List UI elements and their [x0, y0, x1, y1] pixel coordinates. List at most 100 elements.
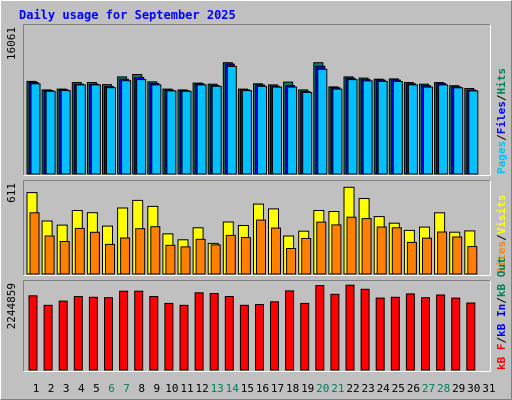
panel-hits-legend: Pages/Files/Hits — [495, 68, 508, 174]
bar-kb-f-day-22 — [345, 284, 355, 371]
bar-kb-f-day-2 — [43, 304, 53, 371]
bar-kb-f-day-27 — [421, 297, 430, 371]
bar-kb-f-day-25 — [390, 296, 400, 371]
legend-entry: Pages — [495, 141, 508, 174]
x-tick-label-day-18: 18 — [286, 382, 299, 395]
x-tick-label-day-10: 10 — [165, 382, 178, 395]
bar-kb-f-day-18 — [285, 290, 295, 371]
bar-sites-day-13 — [210, 244, 221, 275]
chart-panels: 16061Pages/Files/Hits611Sites/Visits2244… — [5, 24, 508, 372]
bar-pages-day-21 — [332, 88, 343, 175]
bar-sites-day-28 — [437, 231, 448, 275]
bar-kb-f-day-1 — [28, 295, 38, 371]
x-tick-label-day-30: 30 — [467, 382, 480, 395]
bar-pages-day-7 — [121, 80, 132, 175]
bar-pages-day-18 — [287, 86, 298, 175]
bar-kb-f-day-11 — [179, 304, 189, 371]
x-tick-label-day-23: 23 — [361, 382, 374, 395]
bar-pages-day-28 — [438, 84, 449, 175]
bar-pages-day-23 — [362, 80, 373, 175]
bar-kb-f-day-24 — [375, 297, 385, 371]
bar-kb-f-day-7 — [119, 290, 129, 371]
bar-pages-day-26 — [407, 84, 418, 175]
bar-sites-day-21 — [331, 224, 342, 275]
bar-kb-f-day-17 — [270, 301, 279, 371]
legend-entry: Visits — [495, 195, 508, 235]
bar-sites-day-20 — [316, 221, 327, 275]
bar-sites-day-7 — [120, 237, 131, 275]
x-tick-label-day-1: 1 — [33, 382, 40, 395]
legend-separator: / — [495, 94, 508, 101]
bar-pages-day-17 — [272, 86, 282, 175]
x-tick-label-day-21: 21 — [331, 382, 344, 395]
bar-pages-day-15 — [241, 90, 252, 175]
bar-sites-day-3 — [59, 241, 70, 275]
x-tick-label-day-27: 27 — [422, 382, 435, 395]
bar-pages-day-5 — [90, 84, 101, 175]
x-tick-label-day-9: 9 — [153, 382, 160, 395]
bar-sites-day-10 — [165, 244, 176, 275]
bar-pages-day-22 — [347, 79, 358, 175]
bar-sites-day-6 — [105, 243, 115, 275]
bar-sites-day-27 — [422, 237, 432, 275]
x-axis-day-labels: 1 2 3 4 5 6 7 8 9 10 11 12 13 14 15 16 17 18 19 20 21 22 23 24 2… — [33, 382, 496, 395]
x-tick-label-day-5: 5 — [93, 382, 100, 395]
panel-hits-max-label: 16061 — [5, 27, 18, 60]
bar-pages-day-1 — [30, 83, 41, 175]
panel-kbytes-max-label: 2244859 — [5, 283, 18, 329]
bar-sites-day-4 — [74, 227, 85, 275]
bar-sites-day-19 — [301, 238, 312, 275]
x-tick-label-day-19: 19 — [301, 382, 314, 395]
bar-pages-day-20 — [317, 68, 328, 175]
bar-kb-f-day-16 — [255, 304, 264, 371]
x-tick-label-day-4: 4 — [78, 382, 85, 395]
bar-kb-f-day-20 — [315, 285, 325, 371]
bar-sites-day-5 — [89, 231, 100, 275]
bar-sites-day-29 — [452, 236, 463, 275]
bar-kb-f-day-21 — [330, 293, 340, 371]
bar-kb-f-day-10 — [164, 302, 174, 371]
bar-pages-day-29 — [453, 87, 464, 175]
panel-visits-max-label: 611 — [5, 183, 18, 203]
legend-entry: kB Out — [495, 257, 508, 297]
bar-kb-f-day-12 — [194, 292, 204, 371]
bar-kb-f-day-4 — [73, 296, 83, 371]
bar-pages-day-2 — [45, 90, 56, 175]
bar-pages-day-30 — [468, 90, 479, 175]
x-tick-label-day-22: 22 — [346, 382, 359, 395]
legend-entry: Files — [495, 101, 508, 134]
bar-sites-day-8 — [135, 228, 146, 275]
bar-sites-day-17 — [271, 227, 281, 275]
bar-sites-day-18 — [286, 248, 297, 275]
bar-sites-day-11 — [180, 246, 191, 275]
bar-sites-day-16 — [256, 219, 266, 275]
bar-kb-f-day-15 — [239, 304, 249, 371]
x-tick-label-day-24: 24 — [377, 382, 391, 395]
bar-pages-day-4 — [75, 84, 86, 175]
legend-separator: / — [495, 297, 508, 304]
panel-kbytes-legend: kB F/kB In/kB Out — [495, 257, 508, 370]
bar-pages-day-19 — [302, 91, 313, 175]
x-tick-label-day-29: 29 — [452, 382, 465, 395]
bar-sites-day-9 — [150, 226, 161, 275]
bar-kb-f-day-29 — [451, 297, 461, 371]
bar-kb-f-day-19 — [300, 302, 310, 371]
bar-pages-day-14 — [226, 65, 237, 175]
panel-kbytes: 2244859 kB F/kB In/kB Out — [5, 257, 508, 372]
bar-pages-day-12 — [196, 84, 207, 175]
bar-pages-day-9 — [151, 84, 162, 175]
bar-kb-f-day-8 — [134, 290, 144, 371]
bar-kb-f-day-14 — [224, 296, 234, 371]
bar-sites-day-12 — [195, 238, 206, 275]
legend-separator: / — [495, 234, 508, 241]
legend-separator: / — [495, 337, 508, 344]
x-tick-label-day-16: 16 — [256, 382, 269, 395]
bar-kb-f-day-28 — [436, 294, 446, 371]
bar-sites-day-26 — [406, 241, 417, 275]
bar-pages-day-3 — [60, 90, 71, 175]
bar-sites-day-30 — [467, 246, 478, 275]
bar-pages-day-10 — [166, 90, 177, 175]
bar-kb-f-day-9 — [149, 296, 159, 371]
bar-kb-f-day-26 — [405, 293, 415, 371]
bar-sites-day-15 — [240, 237, 251, 275]
